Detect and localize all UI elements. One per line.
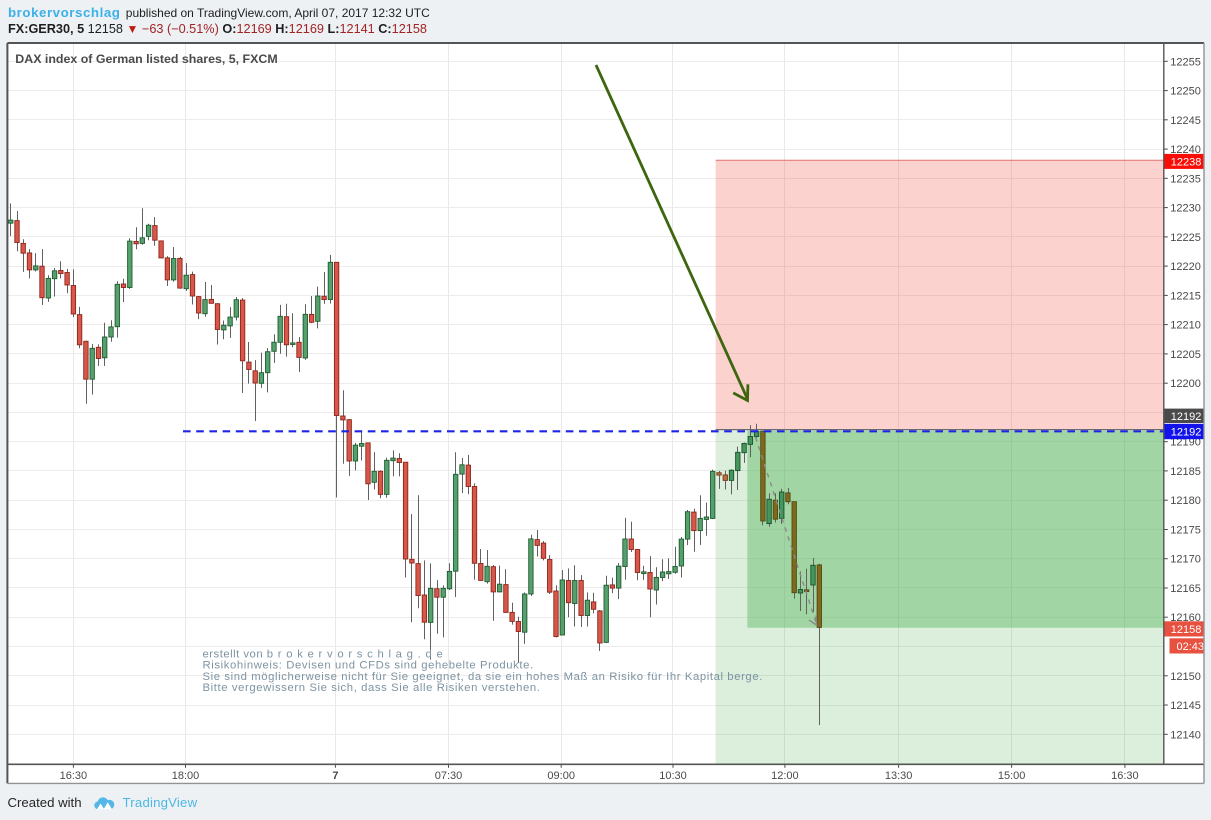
svg-text:12205: 12205 (1170, 349, 1201, 361)
svg-text:Sie sind möglicherweise nicht: Sie sind möglicherweise nicht für Sie ge… (203, 671, 763, 683)
svg-text:12160: 12160 (1170, 612, 1201, 624)
svg-text:12175: 12175 (1170, 525, 1201, 537)
svg-text:10:30: 10:30 (659, 770, 687, 782)
svg-text:12230: 12230 (1170, 203, 1201, 215)
svg-text:12255: 12255 (1170, 56, 1201, 68)
svg-text:12245: 12245 (1170, 115, 1201, 127)
svg-text:7: 7 (332, 770, 338, 782)
svg-text:12235: 12235 (1170, 173, 1201, 185)
svg-text:12210: 12210 (1170, 320, 1201, 332)
svg-text:Bitte vergewissern Sie sich, d: Bitte vergewissern Sie sich, dass Sie al… (203, 682, 541, 694)
svg-text:16:30: 16:30 (1111, 770, 1139, 782)
svg-text:12180: 12180 (1170, 495, 1201, 507)
svg-text:12:00: 12:00 (771, 770, 799, 782)
svg-text:16:30: 16:30 (60, 770, 88, 782)
svg-text:18:00: 18:00 (172, 770, 200, 782)
svg-text:12250: 12250 (1170, 86, 1201, 98)
svg-text:12150: 12150 (1170, 671, 1201, 683)
svg-text:12158: 12158 (1171, 624, 1202, 636)
svg-text:12170: 12170 (1170, 554, 1201, 566)
svg-text:13:30: 13:30 (885, 770, 913, 782)
svg-text:12240: 12240 (1170, 144, 1201, 156)
svg-text:15:00: 15:00 (998, 770, 1026, 782)
svg-text:02:43: 02:43 (1177, 641, 1205, 653)
svg-text:12200: 12200 (1170, 378, 1201, 390)
svg-text:12140: 12140 (1170, 729, 1201, 741)
svg-text:12238: 12238 (1171, 157, 1202, 169)
svg-text:12190: 12190 (1170, 437, 1201, 449)
svg-text:07:30: 07:30 (435, 770, 463, 782)
svg-text:09:00: 09:00 (547, 770, 575, 782)
svg-text:Risikohinweis: Devisen und CFD: Risikohinweis: Devisen und CFDs sind geh… (203, 660, 534, 672)
svg-text:12145: 12145 (1170, 700, 1201, 712)
svg-text:12225: 12225 (1170, 232, 1201, 244)
svg-text:12220: 12220 (1170, 261, 1201, 273)
svg-text:12192: 12192 (1171, 427, 1202, 439)
svg-text:12185: 12185 (1170, 466, 1201, 478)
svg-text:DAX index of German listed sha: DAX index of German listed shares, 5, FX… (15, 52, 277, 66)
svg-text:12192: 12192 (1171, 411, 1202, 423)
svg-text:12215: 12215 (1170, 290, 1201, 302)
svg-text:12165: 12165 (1170, 583, 1201, 595)
svg-text:erstellt von brokervorschlag.d: erstellt von brokervorschlag.de (203, 648, 448, 660)
